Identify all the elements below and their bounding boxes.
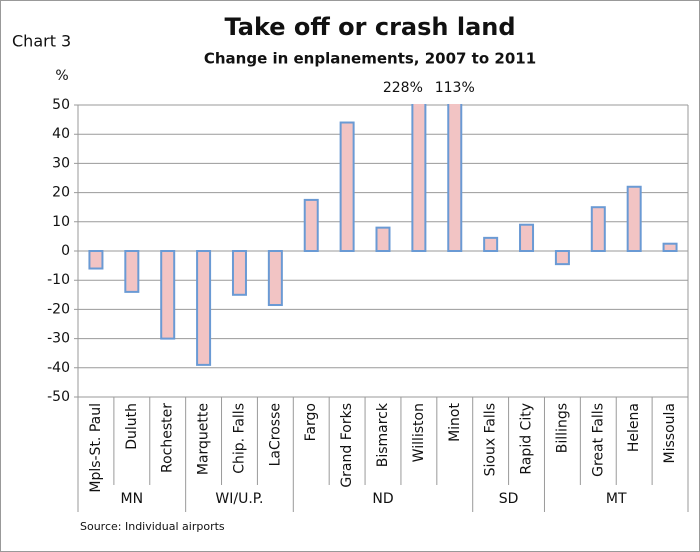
bar — [554, 250, 570, 266]
x-tick-label: Chip. Falls — [231, 403, 247, 474]
bar — [196, 250, 212, 366]
bar — [447, 104, 463, 252]
group-label: WI/U.P. — [215, 491, 263, 507]
x-tick-label: Minot — [447, 402, 463, 441]
bar — [483, 236, 499, 253]
x-tick-label: Great Falls — [590, 403, 606, 477]
y-tick-label: 40 — [52, 126, 70, 142]
source-note: Source: Individual airports — [80, 520, 225, 533]
bar — [267, 250, 283, 307]
bar — [124, 250, 140, 293]
bar — [160, 250, 176, 340]
x-tick-label: Williston — [411, 403, 427, 462]
x-tick-label: LaCrosse — [267, 403, 283, 466]
y-tick-label: 50 — [52, 97, 70, 113]
chart-title: Take off or crash land — [224, 13, 515, 41]
y-tick-label: -20 — [47, 301, 70, 317]
x-tick-label: Mpls-St. Paul — [88, 403, 104, 493]
y-tick-label: 20 — [52, 185, 70, 201]
bar — [411, 104, 427, 252]
value-label: 228% — [383, 80, 423, 96]
x-tick-label: Missoula — [662, 403, 678, 463]
x-tick-label: Rapid City — [519, 403, 535, 475]
x-tick-label: Marquette — [196, 403, 212, 475]
x-tick-label: Rochester — [160, 403, 176, 473]
bar — [590, 206, 606, 252]
x-tick-label: Sioux Falls — [483, 403, 499, 476]
x-tick-label: Bismarck — [375, 402, 391, 467]
y-tick-label: 10 — [52, 214, 70, 230]
group-label: ND — [372, 491, 393, 507]
bar — [662, 242, 678, 252]
group-label: MN — [121, 491, 144, 507]
y-tick-label: -30 — [47, 331, 70, 347]
y-tick-label: -50 — [47, 389, 70, 405]
chart-label: Chart 3 — [12, 32, 71, 51]
bar — [375, 226, 391, 252]
x-tick-label: Helena — [626, 403, 642, 452]
bar — [626, 185, 642, 252]
bar — [303, 198, 319, 252]
bars — [88, 104, 678, 366]
x-tick-label: Duluth — [124, 403, 140, 450]
chart-subtitle: Change in enplanements, 2007 to 2011 — [204, 50, 536, 68]
group-label: SD — [499, 491, 519, 507]
y-axis-label: % — [55, 68, 68, 84]
y-tick-label: -40 — [47, 360, 70, 376]
x-tick-label: Billings — [554, 403, 570, 453]
bar — [339, 121, 355, 252]
y-tick-label: -10 — [47, 272, 70, 288]
y-tick-label: 0 — [61, 243, 70, 259]
value-label: 113% — [435, 80, 475, 96]
bar — [519, 223, 535, 253]
x-tick-label: Fargo — [303, 403, 319, 441]
bar — [231, 250, 247, 296]
y-tick-label: 30 — [52, 155, 70, 171]
bar — [88, 250, 104, 270]
x-tick-label: Grand Forks — [339, 403, 355, 488]
group-label: MT — [606, 491, 627, 507]
